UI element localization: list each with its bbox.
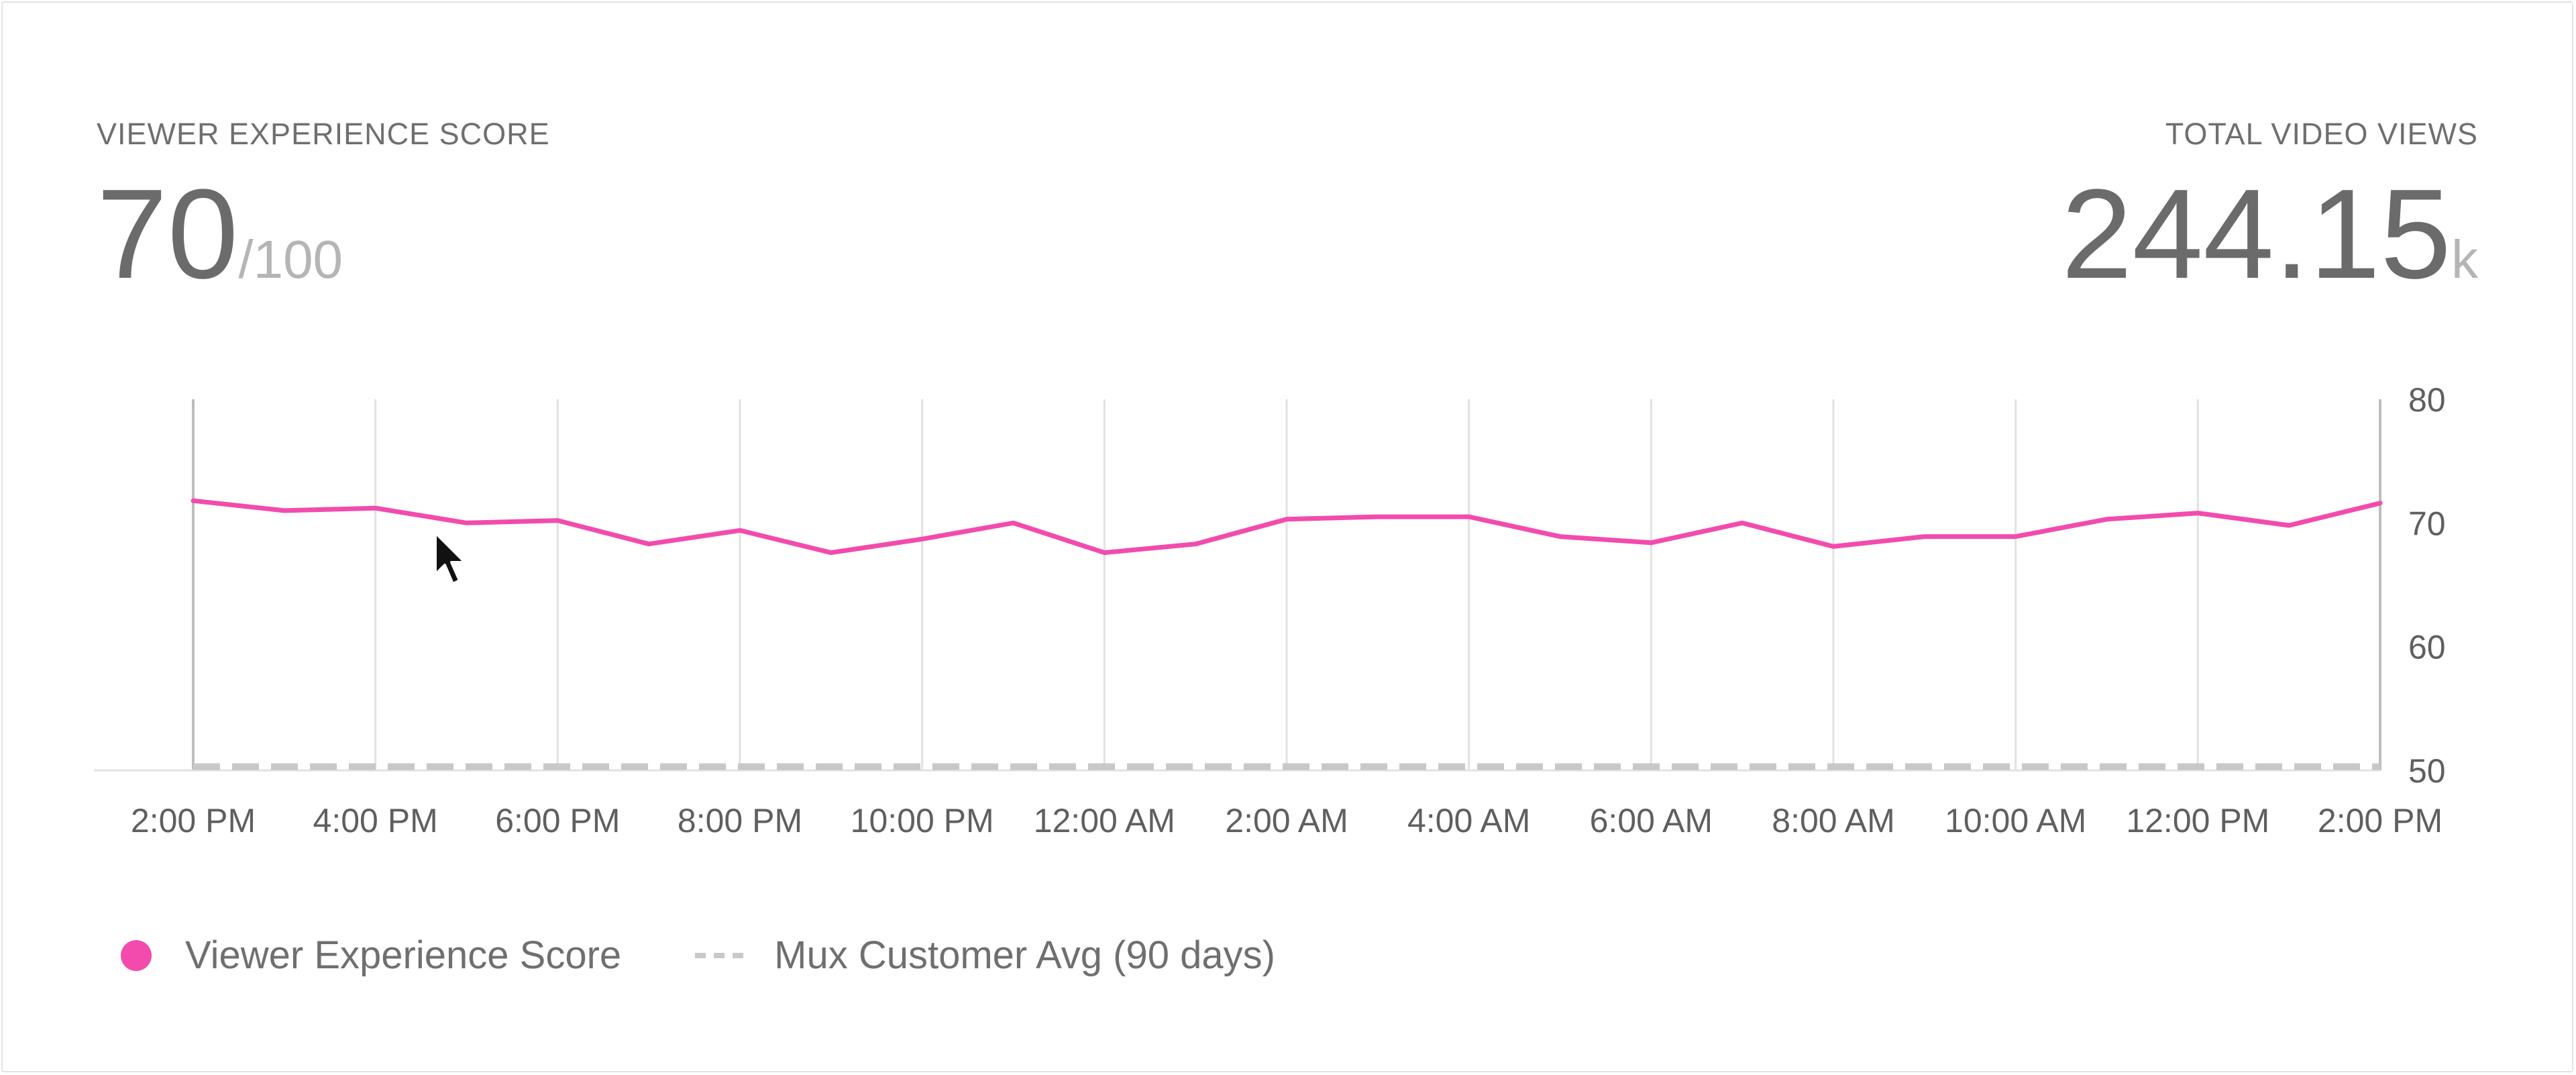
x-tick-label: 2:00 AM	[1225, 802, 1348, 839]
mouse-pointer-icon	[434, 531, 466, 585]
x-tick-label: 8:00 AM	[1772, 802, 1894, 839]
views-number: 244.15	[2061, 163, 2451, 305]
views-label: TOTAL VIDEO VIEWS	[2165, 117, 2478, 151]
views-value: 244.15k	[2061, 170, 2478, 298]
views-suffix: k	[2451, 229, 2478, 289]
x-tick-label: 4:00 AM	[1407, 802, 1530, 839]
x-tick-label: 2:00 PM	[131, 802, 256, 839]
x-tick-label: 10:00 PM	[851, 802, 994, 839]
legend-item-score[interactable]: Viewer Experience Score	[121, 933, 621, 978]
legend-label-benchmark: Mux Customer Avg (90 days)	[774, 933, 1275, 977]
score-series-line[interactable]	[191, 498, 2383, 556]
y-tick-label: 80	[2408, 381, 2446, 419]
x-tick-label: 6:00 PM	[495, 802, 620, 839]
score-label: VIEWER EXPERIENCE SCORE	[97, 117, 550, 151]
x-tick-label: 12:00 AM	[1034, 802, 1175, 839]
legend-label-score: Viewer Experience Score	[185, 933, 622, 977]
x-tick-label: 8:00 PM	[678, 802, 802, 839]
gray-dash-icon	[695, 952, 744, 958]
x-tick-label: 2:00 PM	[2318, 802, 2443, 839]
pink-dot-icon	[121, 939, 152, 971]
chart-legend: Viewer Experience Score Mux Customer Avg…	[121, 933, 1349, 978]
x-tick-label: 6:00 AM	[1590, 802, 1713, 839]
score-suffix: /100	[238, 229, 343, 289]
x-tick-label: 4:00 PM	[313, 802, 438, 839]
legend-item-benchmark[interactable]: Mux Customer Avg (90 days)	[695, 933, 1275, 978]
x-tick-label: 10:00 AM	[1945, 802, 2086, 839]
y-tick-label: 70	[2408, 505, 2446, 542]
score-value: 70/100	[97, 170, 343, 298]
label-layer: 2:00 PM 4:00 PM 6:00 PM 8:00 PM 10:00 PM 12:0…	[131, 381, 2446, 839]
x-tick-label: 12:00 PM	[2126, 802, 2269, 839]
series-layer	[191, 498, 2383, 770]
grid-layer	[192, 399, 2381, 770]
score-number: 70	[97, 163, 239, 305]
y-tick-label: 50	[2408, 752, 2446, 790]
y-tick-label: 60	[2408, 629, 2446, 666]
